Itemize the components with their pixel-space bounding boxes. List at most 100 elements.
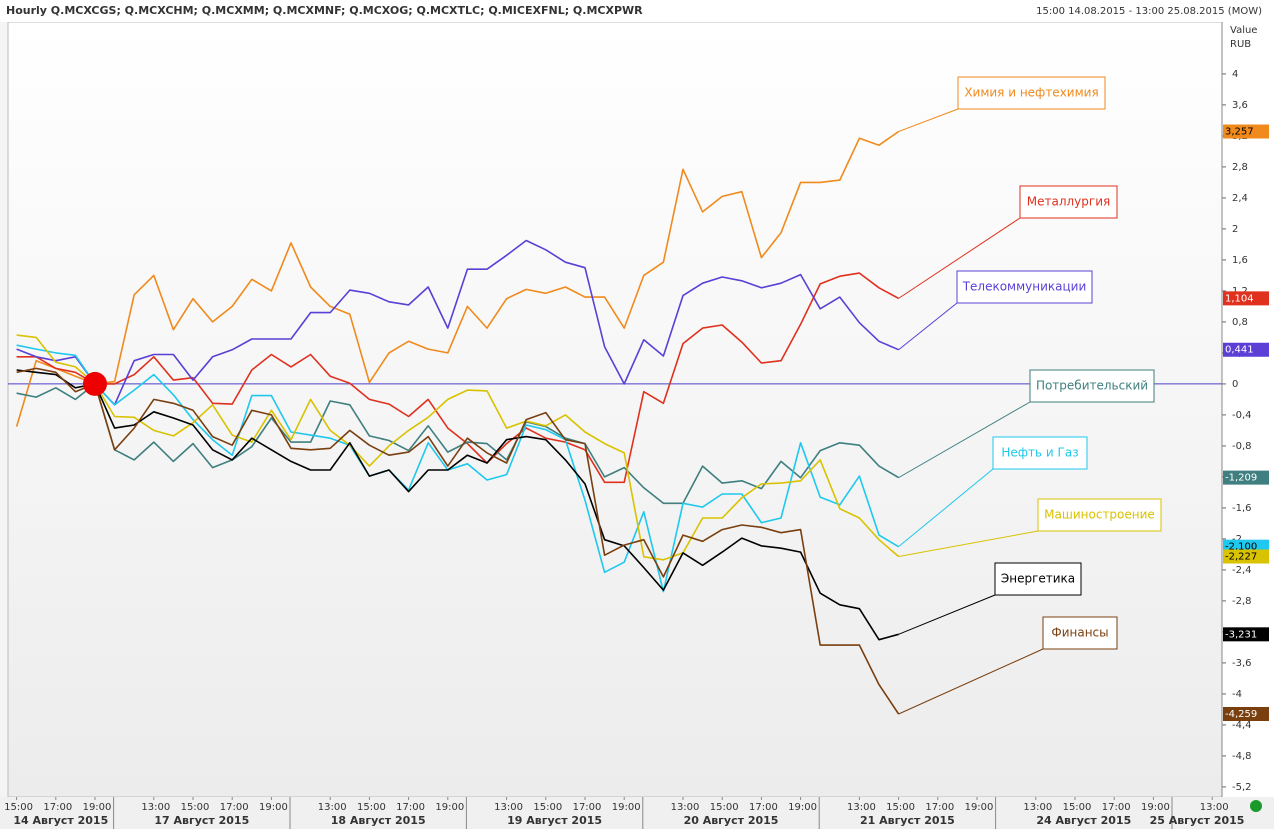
x-tick-label: 13:00 [141, 802, 170, 813]
y-axis-unit: RUB [1230, 39, 1251, 50]
header-bar [0, 0, 1274, 22]
series-line [16, 383, 900, 505]
callout-label: Энергетика [1001, 572, 1075, 586]
callout-box [994, 562, 1082, 596]
x-tick-label: 15:00 [4, 802, 33, 813]
callout-box [992, 436, 1088, 470]
day-label: 24 Август 2015 [1036, 814, 1131, 827]
callout-label: Финансы [1051, 626, 1108, 640]
callout-line [898, 302, 958, 351]
day-label: 14 Август 2015 [13, 814, 108, 827]
x-tick-label: 13:00 [318, 802, 347, 813]
x-tick-label: 15:00 [533, 802, 562, 813]
x-tick-label: 19:00 [1141, 802, 1170, 813]
callout-line [898, 648, 1044, 715]
day-label: 21 Август 2015 [860, 814, 955, 827]
x-axis-area [0, 797, 1274, 829]
x-tick-label: 13:00 [1200, 802, 1229, 813]
axis-value-tag-label: -1,209 [1225, 473, 1257, 484]
series-line [16, 239, 899, 406]
day-label: 17 Август 2015 [154, 814, 249, 827]
y-tick-label: 2,4 [1232, 193, 1248, 204]
callout-label: Металлургия [1027, 195, 1110, 209]
y-tick-label: -4,4 [1232, 720, 1252, 731]
x-tick-label: 15:00 [1063, 802, 1092, 813]
y-tick-label: 0,8 [1232, 317, 1248, 328]
base-marker [83, 371, 107, 396]
callout-line [898, 108, 959, 132]
series-line [16, 272, 899, 484]
x-tick-label: 15:00 [886, 802, 915, 813]
x-tick-label: 13:00 [1023, 802, 1052, 813]
axis-value-tag [1223, 291, 1269, 306]
day-label: 20 Август 2015 [684, 814, 779, 827]
x-tick-label: 13:00 [494, 802, 523, 813]
y-tick-label: 0 [1232, 379, 1238, 390]
callout-line [898, 401, 1031, 479]
day-label: 19 Август 2015 [507, 814, 602, 827]
x-tick-label: 19:00 [435, 802, 464, 813]
y-tick-label: -1,6 [1232, 503, 1252, 514]
axis-value-tag-label: -4,259 [1225, 709, 1257, 720]
series-line [16, 367, 900, 715]
y-tick-label: -2,4 [1232, 565, 1252, 576]
y-tick-label: 3,6 [1232, 100, 1248, 111]
x-tick-label: 17:00 [220, 802, 249, 813]
x-tick-label: 13:00 [847, 802, 876, 813]
x-tick-label: 17:00 [925, 802, 954, 813]
chart-title: Hourly Q.MCXCGS; Q.MCXCHM; Q.MCXMM; Q.MC… [6, 4, 643, 17]
callout-line [898, 217, 1021, 299]
callout-label: Потребительский [1036, 379, 1148, 393]
x-tick-label: 15:00 [181, 802, 210, 813]
y-tick-label: 1,6 [1232, 255, 1248, 266]
day-label: 25 Август 2015 [1150, 814, 1245, 827]
callout-line [898, 468, 994, 548]
y-tick-label: -5,2 [1232, 782, 1252, 793]
x-tick-label: 17:00 [396, 802, 425, 813]
date-range: 15:00 14.08.2015 - 13:00 25.08.2015 (MOW… [1036, 6, 1262, 17]
series-line [16, 344, 900, 593]
y-tick-label: 2 [1232, 224, 1238, 235]
x-tick-label: 15:00 [357, 802, 386, 813]
callout-box [1019, 185, 1118, 219]
axis-value-tag [1223, 124, 1269, 139]
x-tick-label: 13:00 [671, 802, 700, 813]
axis-value-tag-label: -3,231 [1225, 629, 1257, 640]
axis-value-tag [1223, 549, 1269, 564]
callout-label: Химия и нефтехимия [964, 86, 1098, 100]
callout-label: Нефть и Газ [1001, 446, 1078, 460]
y-tick-label: -4,8 [1232, 751, 1252, 762]
callout-line [898, 594, 996, 635]
axis-value-tag [1223, 627, 1269, 642]
series-line [16, 369, 899, 641]
y-tick-label: -3,6 [1232, 658, 1252, 669]
axis-value-tag-label: 1,104 [1225, 293, 1254, 304]
x-tick-label: 19:00 [612, 802, 641, 813]
axis-value-tag-label: -2,100 [1225, 542, 1257, 553]
axis-value-tag [1223, 706, 1269, 721]
x-tick-label: 17:00 [43, 802, 72, 813]
day-label: 18 Август 2015 [331, 814, 426, 827]
callout-label: Телекоммуникации [962, 280, 1087, 294]
y-tick-label: -4 [1232, 689, 1242, 700]
y-axis-area [1222, 22, 1274, 797]
y-axis-title: Value [1230, 25, 1257, 36]
callout-box [1029, 369, 1155, 403]
axis-value-tag-label: -2,227 [1225, 552, 1257, 563]
x-tick-label: 17:00 [749, 802, 778, 813]
series-line [16, 334, 900, 561]
y-tick-label: 4 [1232, 69, 1238, 80]
x-tick-label: 15:00 [710, 802, 739, 813]
x-tick-label: 17:00 [573, 802, 602, 813]
callout-box [957, 76, 1106, 110]
y-tick-label: -0,4 [1232, 410, 1252, 421]
axis-value-tag-label: 0,441 [1225, 345, 1254, 356]
callout-label: Машиностроение [1044, 508, 1155, 522]
series-line [15, 130, 900, 427]
status-dot [1250, 800, 1262, 812]
callout-box [1042, 616, 1118, 650]
x-tick-label: 19:00 [788, 802, 817, 813]
y-tick-label: -2 [1232, 534, 1242, 545]
